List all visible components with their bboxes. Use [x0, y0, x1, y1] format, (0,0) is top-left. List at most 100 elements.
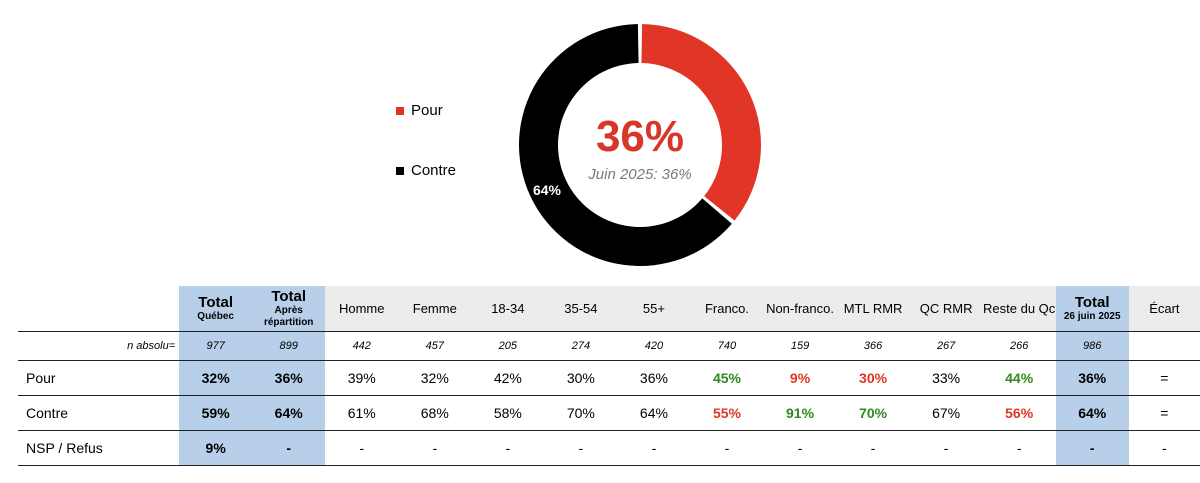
sample-size-cell: 977 — [179, 331, 253, 361]
column-header-title: Non-franco. — [766, 301, 834, 316]
sample-size-cell: 986 — [1055, 331, 1129, 361]
column-header-title: Femme — [412, 301, 457, 316]
column-header: Non-franco. — [763, 286, 837, 332]
table-cell: 91% — [763, 395, 837, 431]
column-header: Total 26 juin 2025 — [1055, 286, 1129, 332]
column-header-sub: Après répartition — [263, 305, 314, 328]
sample-size-cell: 267 — [909, 331, 983, 361]
table-cell: 58% — [471, 395, 545, 431]
table-cell: 45% — [690, 360, 764, 396]
table-cell: - — [763, 430, 837, 466]
sample-size-cell: 266 — [982, 331, 1056, 361]
center-value: 36% — [596, 112, 684, 161]
sample-size-cell: 205 — [471, 331, 545, 361]
table-cell: 59% — [179, 395, 253, 431]
table-cell: - — [982, 430, 1056, 466]
table-cell: 30% — [836, 360, 910, 396]
table-cell: 9% — [763, 360, 837, 396]
donut-slice-contre — [519, 24, 732, 267]
table-cell: - — [1128, 430, 1200, 466]
sample-size-cell: 159 — [763, 331, 837, 361]
column-header: Femme — [398, 286, 472, 332]
table-cell: 70% — [836, 395, 910, 431]
table-cell: 32% — [398, 360, 472, 396]
table-cell: 64% — [1055, 395, 1129, 431]
donut-slice-pour — [641, 24, 761, 221]
results-table: Total Québec Total Après répartition Homme Fe… — [18, 286, 1200, 466]
legend-item-pour: Pour — [396, 102, 443, 119]
row-label: NSP / Refus — [18, 430, 180, 466]
column-header: 18-34 — [471, 286, 545, 332]
table-cell: - — [617, 430, 691, 466]
sample-size-row: n absolu= 977 899 442 457 205 274 420 740 159 366 2… — [18, 331, 1200, 361]
table-cell: 55% — [690, 395, 764, 431]
table-cell: 32% — [179, 360, 253, 396]
table-cell: 30% — [544, 360, 618, 396]
table-cell: - — [909, 430, 983, 466]
table-cell: - — [836, 430, 910, 466]
table-cell: 36% — [252, 360, 326, 396]
table-cell: 56% — [982, 395, 1056, 431]
table-cell: - — [690, 430, 764, 466]
column-header: Écart — [1128, 286, 1200, 332]
row-label: Contre — [18, 395, 180, 431]
column-header: Franco. — [690, 286, 764, 332]
column-header-title: Écart — [1149, 301, 1180, 316]
table-cell: = — [1128, 360, 1200, 396]
table-cell: 33% — [909, 360, 983, 396]
legend-swatch-contre — [396, 166, 404, 175]
column-header-title: 55+ — [642, 301, 665, 316]
table-cell: - — [1055, 430, 1129, 466]
column-header: Total Québec — [179, 286, 253, 332]
table-cell: - — [471, 430, 545, 466]
column-header-title: MTL RMR — [843, 301, 903, 316]
sample-size-cell: 442 — [325, 331, 399, 361]
table-cell: 39% — [325, 360, 399, 396]
sample-size-cell: 420 — [617, 331, 691, 361]
legend-label-contre: Contre — [411, 162, 457, 179]
table-cell: 42% — [471, 360, 545, 396]
sample-size-cell — [1128, 331, 1200, 361]
sample-size-cell: 274 — [544, 331, 618, 361]
column-header: QC RMR — [909, 286, 983, 332]
column-header: 35-54 — [544, 286, 618, 332]
sample-size-cell: 457 — [398, 331, 472, 361]
row-label: Pour — [18, 360, 180, 396]
sample-size-label: n absolu= — [18, 331, 180, 361]
table-cell: 36% — [617, 360, 691, 396]
table-cell: 36% — [1055, 360, 1129, 396]
column-header-title: Reste du Qc — [983, 301, 1056, 316]
legend-swatch-pour — [396, 106, 404, 115]
column-header-title: Total — [1074, 294, 1110, 311]
table-row: Pour 32% 36% 39% 32% 42% 30% 36% 45% 9% 30% 33% 44% 3… — [18, 360, 1200, 396]
table-cell: - — [398, 430, 472, 466]
column-header-title: Total — [198, 294, 233, 311]
column-header-title: Homme — [338, 301, 385, 316]
table-row: NSP / Refus 9% - - - - - - - - - - - - - — [18, 430, 1200, 466]
table-cell: 67% — [909, 395, 983, 431]
column-header-title: 35-54 — [564, 301, 598, 316]
column-header: Reste du Qc — [982, 286, 1056, 332]
column-header-title: 18-34 — [491, 301, 525, 316]
donut-chart: 36% Juin 2025: 36% 64% — [519, 24, 761, 267]
table-cell: 64% — [617, 395, 691, 431]
column-header-title: QC RMR — [919, 301, 973, 316]
slice-label-contre: 64% — [533, 182, 562, 198]
header-corner — [18, 286, 180, 332]
legend-item-contre: Contre — [396, 162, 456, 179]
column-header: Homme — [325, 286, 399, 332]
table-cell: 70% — [544, 395, 618, 431]
sample-size-cell: 899 — [252, 331, 326, 361]
table-cell: 9% — [179, 430, 253, 466]
legend-label-pour: Pour — [411, 102, 443, 119]
column-header: 55+ — [617, 286, 691, 332]
table-cell: - — [325, 430, 399, 466]
table-cell: 44% — [982, 360, 1056, 396]
column-header-sub: Québec — [197, 311, 234, 322]
column-header: MTL RMR — [836, 286, 910, 332]
table-row: Contre 59% 64% 61% 68% 58% 70% 64% 55% 91% 70% 67% 5… — [18, 395, 1200, 431]
sample-size-cell: 740 — [690, 331, 764, 361]
sample-size-cell: 366 — [836, 331, 910, 361]
center-subtitle: Juin 2025: 36% — [587, 166, 691, 183]
column-header-title: Franco. — [704, 301, 750, 316]
